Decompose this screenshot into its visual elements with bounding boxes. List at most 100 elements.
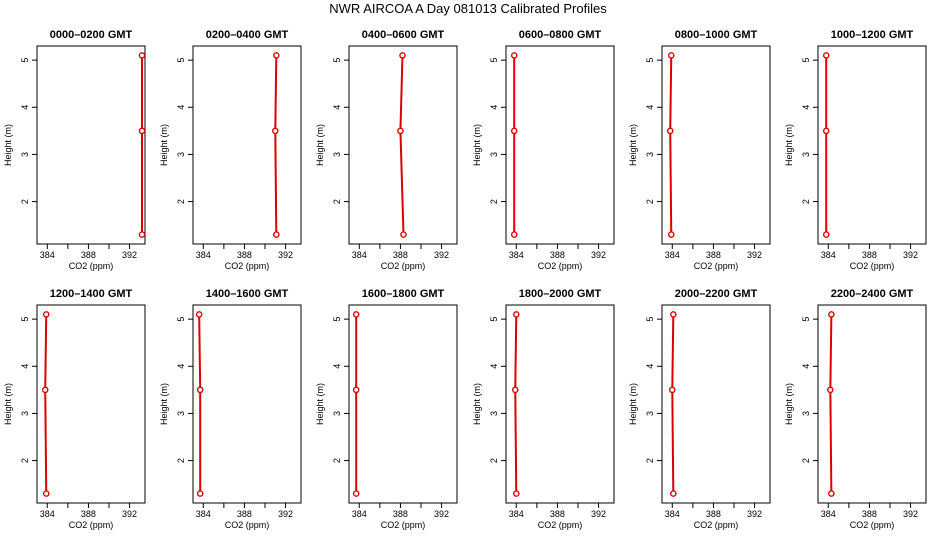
y-tick-label: 5 — [332, 58, 342, 63]
panel-title: 2200–2400 GMT — [831, 288, 914, 300]
x-axis-label: CO2 (ppm) — [694, 520, 739, 530]
profile-line — [399, 55, 405, 235]
profile-panel: 1200–1400 GMT 384 388 392 2 3 4 5 CO2 (ppm) Heigh… — [3, 288, 146, 530]
profile-line — [671, 314, 675, 494]
data-point — [667, 231, 675, 238]
data-point — [196, 490, 204, 497]
x-tick-label: 388 — [862, 250, 877, 260]
profile-panel: 0200–0400 GMT 384 388 392 2 3 4 5 CO2 (ppm) Heigh… — [159, 29, 302, 271]
data-point — [668, 386, 676, 394]
panel-title: 1400–1600 GMT — [206, 288, 289, 300]
data-point — [510, 52, 518, 59]
y-tick-label: 3 — [801, 411, 811, 416]
x-tick-label: 384 — [665, 250, 680, 260]
data-point — [138, 127, 146, 135]
x-tick-label: 392 — [903, 509, 918, 519]
y-axis-label: Height (m) — [3, 383, 13, 425]
x-tick-label: 388 — [550, 250, 565, 260]
y-tick-label: 2 — [645, 199, 655, 204]
y-tick-label: 2 — [489, 458, 499, 463]
x-tick-label: 388 — [81, 509, 96, 519]
data-point — [510, 231, 518, 238]
profile-panel: 2000–2200 GMT 384 388 392 2 3 4 5 CO2 (ppm) Heigh… — [628, 288, 771, 530]
data-point — [828, 311, 835, 318]
plot-frame — [192, 45, 302, 245]
y-tick-label: 5 — [801, 317, 811, 322]
y-axis-label: Height (m) — [3, 124, 13, 166]
y-tick-label: 3 — [332, 152, 342, 157]
profile-panel: 1000–1200 GMT 384 388 392 2 3 4 5 CO2 (ppm) Heigh… — [784, 29, 927, 271]
x-axis-label: CO2 (ppm) — [850, 261, 895, 271]
x-axis-label: CO2 (ppm) — [381, 520, 426, 530]
data-point — [42, 311, 50, 318]
x-tick-label: 384 — [352, 509, 367, 519]
profile-line — [198, 314, 202, 494]
x-tick-label: 384 — [665, 509, 680, 519]
data-point — [512, 311, 520, 318]
y-tick-label: 4 — [489, 105, 499, 110]
y-tick-label: 2 — [801, 199, 811, 204]
x-tick-label: 384 — [821, 509, 836, 519]
x-tick-label: 388 — [81, 250, 96, 260]
data-point — [670, 311, 677, 318]
x-tick-label: 388 — [237, 250, 252, 260]
y-tick-label: 5 — [645, 317, 655, 322]
plot-frame — [36, 304, 146, 504]
data-point — [196, 386, 204, 394]
x-axis-label: CO2 (ppm) — [69, 261, 114, 271]
y-tick-label: 5 — [176, 317, 186, 322]
x-axis-label: CO2 (ppm) — [850, 520, 895, 530]
y-tick-label: 5 — [20, 58, 30, 63]
profile-line — [44, 314, 48, 494]
y-tick-label: 4 — [489, 364, 499, 369]
y-tick-label: 2 — [801, 458, 811, 463]
y-tick-label: 3 — [332, 411, 342, 416]
data-point — [41, 386, 49, 394]
y-tick-label: 2 — [645, 458, 655, 463]
x-tick-label: 392 — [591, 509, 606, 519]
panel-title: 0400–0600 GMT — [362, 29, 445, 41]
profile-panel: 0000–0200 GMT 384 388 392 2 3 4 5 CO2 (ppm) Heigh… — [3, 29, 146, 271]
x-tick-label: 392 — [278, 250, 293, 260]
y-axis-label: Height (m) — [159, 124, 169, 166]
y-tick-label: 5 — [332, 317, 342, 322]
data-point — [828, 490, 835, 497]
profile-line — [829, 314, 833, 494]
profile-panel: 1600–1800 GMT 384 388 392 2 3 4 5 CO2 (ppm) Heigh… — [315, 288, 458, 530]
panel-title: 1000–1200 GMT — [831, 29, 914, 41]
y-tick-label: 3 — [645, 152, 655, 157]
y-tick-label: 3 — [645, 411, 655, 416]
data-point — [400, 231, 407, 238]
x-tick-label: 392 — [747, 509, 762, 519]
profile-panel: 0600–0800 GMT 384 388 392 2 3 4 5 CO2 (ppm) Heigh… — [472, 29, 615, 271]
x-tick-label: 384 — [352, 250, 367, 260]
y-tick-label: 5 — [489, 58, 499, 63]
x-tick-label: 384 — [40, 250, 55, 260]
x-tick-label: 392 — [122, 509, 137, 519]
x-tick-label: 384 — [509, 509, 524, 519]
x-tick-label: 384 — [196, 509, 211, 519]
data-point — [512, 490, 520, 497]
y-tick-label: 4 — [20, 105, 30, 110]
x-axis-label: CO2 (ppm) — [694, 261, 739, 271]
y-tick-label: 5 — [489, 317, 499, 322]
x-tick-label: 392 — [903, 250, 918, 260]
plot-frame — [348, 304, 458, 504]
plot-frame — [348, 45, 458, 245]
y-tick-label: 3 — [176, 411, 186, 416]
data-point — [822, 127, 830, 135]
profile-panel: 2200–2400 GMT 384 388 392 2 3 4 5 CO2 (ppm) Heigh… — [784, 288, 927, 530]
data-point — [667, 52, 675, 59]
data-point — [822, 52, 830, 59]
x-tick-label: 392 — [747, 250, 762, 260]
y-axis-label: Height (m) — [159, 383, 169, 425]
y-tick-label: 5 — [801, 58, 811, 63]
y-tick-label: 4 — [176, 364, 186, 369]
data-point — [397, 127, 404, 135]
x-axis-label: CO2 (ppm) — [69, 520, 114, 530]
x-tick-label: 388 — [393, 250, 408, 260]
panel-title: 1800–2000 GMT — [519, 288, 602, 300]
y-tick-label: 4 — [20, 364, 30, 369]
y-axis-label: Height (m) — [784, 124, 794, 166]
